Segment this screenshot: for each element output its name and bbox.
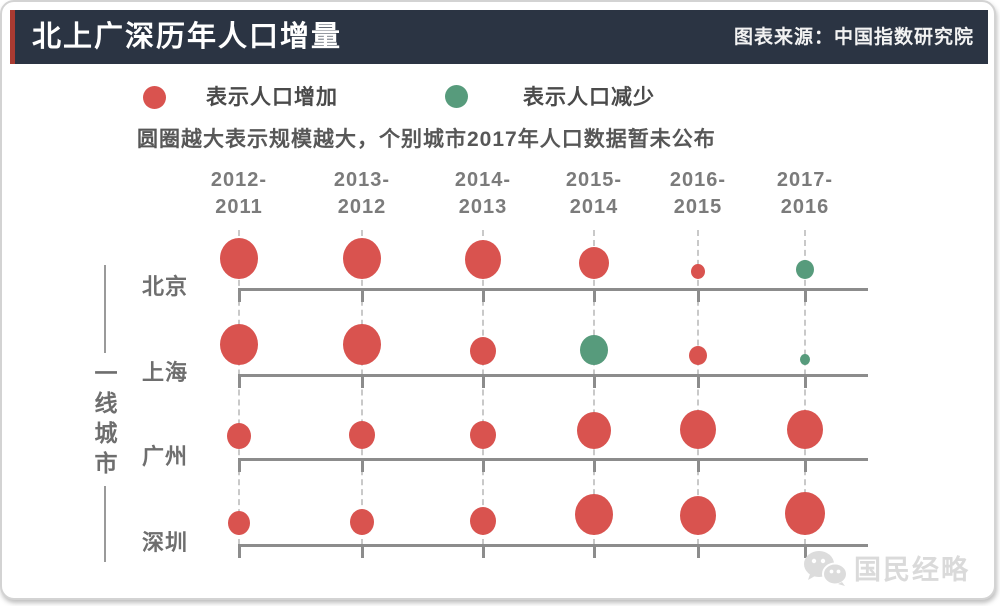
column-header: 2013- 2012 [333,169,391,218]
axis-tick [482,289,485,302]
column-header: 2014- 2013 [454,169,512,218]
axis-tick [482,375,485,388]
bubble [350,509,374,535]
legend-decrease-dot [445,85,468,108]
bubble [465,240,501,279]
bubble [220,324,258,365]
title-accent-bar [10,10,15,64]
bubble [343,238,381,279]
bubble [575,494,613,535]
row-axis [238,458,868,461]
axis-tick [804,545,807,558]
axis-tick [361,375,364,388]
bubble [800,354,810,365]
axis-tick [804,375,807,388]
axis-tick [238,545,241,558]
axis-tick [697,545,700,558]
watermark: 国民经略 [802,548,970,587]
bubble [787,410,823,449]
row-label: 上海 [141,360,188,385]
bubble [785,492,825,535]
column-header: 2012- 2011 [210,169,268,218]
axis-tick [593,289,596,302]
row-label: 深圳 [141,530,188,555]
watermark-text: 国民经略 [854,555,970,585]
axis-tick [804,289,807,302]
axis-tick [238,289,241,302]
axis-tick [238,375,241,388]
row-label: 广州 [141,444,188,469]
bubble [470,421,496,449]
row-axis [238,288,868,291]
chart-source: 图表来源：中国指数研究院 [733,27,974,48]
bubble [470,507,496,535]
bubble [228,511,250,535]
column-header: 2016- 2015 [669,169,727,218]
axis-tick [697,375,700,388]
page-title: 北上广深历年人口增量 [32,21,343,53]
title-bar: 北上广深历年人口增量 图表来源：中国指数研究院 [10,10,988,64]
bubble [349,421,375,449]
chart-note: 圆圈越大表示规模越大，个别城市2017年人口数据暂未公布 [137,128,716,151]
bubble [220,238,258,279]
bubble [579,247,609,279]
axis-tick [804,459,807,472]
axis-tick [593,545,596,558]
column-header: 2015- 2014 [565,169,623,218]
axis-tick [238,459,241,472]
axis-tick [482,459,485,472]
axis-tick [697,289,700,302]
row-axis [238,374,868,377]
axis-tick [361,545,364,558]
bubble [470,337,496,365]
group-bracket-bottom [104,486,106,562]
legend-increase-dot [143,86,166,109]
row-label: 北京 [141,274,188,299]
axis-tick [697,459,700,472]
bubble [343,324,381,365]
bubble [680,496,716,535]
bubble [577,412,611,449]
group-label: 一线城市 [94,360,118,476]
axis-tick [361,289,364,302]
bubble [680,410,716,449]
bubble [580,335,608,365]
axis-tick [482,545,485,558]
bubble [689,346,707,365]
group-bracket-top [104,265,106,353]
legend-decrease-label: 表示人口减少 [523,86,655,109]
bubble [227,423,251,449]
axis-tick [593,375,596,388]
bubble [691,264,705,279]
legend-increase-label: 表示人口增加 [206,86,338,109]
wechat-icon [804,550,848,586]
row-axis [238,544,868,547]
axis-tick [361,459,364,472]
axis-tick [593,459,596,472]
bubble [796,260,814,279]
column-header: 2017- 2016 [776,169,834,218]
